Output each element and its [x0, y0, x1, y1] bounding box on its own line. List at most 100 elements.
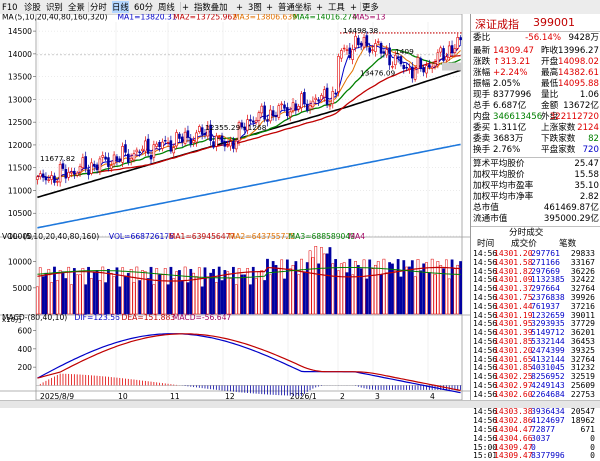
- tick-price: 14301.65: [494, 354, 533, 364]
- toolbar-plus-button[interactable]: +: [316, 2, 324, 12]
- candle-body: [308, 105, 312, 110]
- tick-count: 20547: [570, 407, 595, 417]
- tick-time: 14:56: [473, 345, 498, 355]
- toolbar-index-overlay-button[interactable]: 指数叠加: [194, 2, 228, 12]
- volume-bar: [305, 262, 309, 315]
- tick-time: 14:56: [473, 354, 498, 364]
- quote-label: 振幅: [473, 79, 491, 89]
- quote-value: 720: [582, 145, 599, 155]
- legend-item: VOL-: [2, 232, 20, 241]
- kline-chart-svg[interactable]: MA (5,10,20,40,80,160,320) MA1=13820.31MA2…: [0, 13, 470, 401]
- tick-row: 14:56 14302.25 8256952 32519: [471, 372, 595, 382]
- candle-body: [149, 155, 153, 160]
- price-axis-label: 10500: [8, 209, 32, 218]
- toolbar-normal-axis-button[interactable]: 普通坐标: [278, 2, 312, 12]
- volume-bar: [240, 274, 244, 315]
- quote-label: 涨幅: [473, 68, 491, 78]
- toolbar-3-charts-button[interactable]: 3图: [248, 2, 262, 12]
- candle-body: [220, 135, 224, 143]
- toolbar-panorama-button[interactable]: 全景: [68, 2, 85, 12]
- tick-volume: 297669: [531, 266, 560, 276]
- toolbar-divider: [88, 2, 89, 12]
- volume-bar: [288, 268, 292, 315]
- candle-body: [81, 157, 85, 168]
- dea-line: [37, 333, 461, 392]
- toolbar-weekly-button[interactable]: 周线: [158, 2, 175, 12]
- toolbar-diagnose-button[interactable]: 诊股: [24, 2, 41, 12]
- stat-value: 461469.87亿: [543, 203, 599, 213]
- toolbar-intraday-button[interactable]: 分时: [90, 2, 107, 12]
- tick-count: 36226: [570, 266, 595, 276]
- toolbar-tools-button[interactable]: 工具: [328, 2, 345, 12]
- candle-body: [129, 157, 133, 161]
- quote-value: 2124: [577, 123, 599, 133]
- candle-body: [430, 66, 434, 69]
- candle-body: [348, 47, 352, 58]
- tick-price: 14304.47: [494, 425, 533, 434]
- toolbar-identify-button[interactable]: 识别: [46, 2, 63, 12]
- volume-bar: [203, 267, 207, 315]
- price-axis-label: 12500: [8, 118, 32, 127]
- quote-label: 平盘家数: [541, 145, 576, 155]
- time-axis-label: 3: [375, 392, 380, 400]
- toolbar-plus-button[interactable]: +: [182, 2, 190, 12]
- candle-body: [198, 126, 201, 132]
- toolbar-more-button[interactable]: 更多: [362, 2, 379, 12]
- candle-body: [73, 170, 76, 175]
- candle-body: [47, 179, 51, 181]
- quote-label: 换手: [473, 145, 491, 155]
- volume-bar: [152, 284, 156, 315]
- tick-count: 18962: [570, 416, 595, 426]
- candle-body: [78, 166, 82, 173]
- tick-row: 14:56 14301.39 5149712 36201: [471, 328, 595, 338]
- candle-body: [263, 105, 266, 120]
- tick-row: 14:56 14301.82 297669 36226: [471, 266, 595, 277]
- volume-bar: [232, 266, 235, 315]
- volume-bar: [44, 272, 48, 315]
- kline-chart-area[interactable]: MA (5,10,20,40,80,160,320) MA1=13820.31 MA2…: [0, 13, 470, 401]
- toolbar-plus-button[interactable]: +: [236, 2, 244, 12]
- legend-item: MA: [2, 14, 15, 22]
- volume-bar: [189, 268, 193, 315]
- stat-row: 算术平均股价 25.47: [471, 159, 600, 169]
- volume-bar: [206, 276, 210, 315]
- toolbar-plus-button[interactable]: +: [350, 2, 358, 12]
- candle-body: [382, 51, 386, 54]
- tick-columns: 时间 成交价 笔数: [471, 239, 600, 249]
- candle-body: [115, 156, 119, 161]
- candle-body: [325, 87, 329, 105]
- candle-body: [413, 69, 417, 80]
- toolbar-plus-button[interactable]: +: [266, 2, 274, 12]
- candle-body: [368, 47, 371, 53]
- quote-label: 现手: [473, 90, 491, 100]
- candle-body: [340, 50, 343, 59]
- tick-tab[interactable]: 分时成交: [471, 228, 600, 238]
- toolbar-daily-button[interactable]: 日线: [112, 1, 129, 13]
- tick-price: 14301.20: [494, 345, 533, 355]
- candle-body: [84, 156, 87, 169]
- time-axis-label: 2025/8/9: [40, 392, 74, 400]
- candle-body: [391, 66, 394, 68]
- quote-value: 2.05%: [493, 79, 521, 89]
- tick-price: 14301.44: [494, 301, 533, 311]
- legend-item: MA4: [349, 232, 366, 241]
- toolbar-60min-button[interactable]: 60分: [134, 2, 154, 12]
- tick-price: 14301.75: [494, 293, 533, 302]
- volume-bar: [53, 266, 56, 315]
- stat-row: 流通市值 395000.29亿: [471, 214, 600, 224]
- mid-annotation: 13476.09: [360, 69, 396, 78]
- volume-bar: [348, 258, 352, 315]
- quote-label: 下跌家数: [541, 134, 576, 144]
- legend-item: MA5=13: [353, 14, 386, 22]
- tick-volume: 72877: [531, 425, 556, 434]
- volume-bar: [439, 265, 443, 315]
- tick-volume: 3293935: [531, 319, 565, 329]
- toolbar-f10-button[interactable]: F10: [2, 2, 18, 12]
- volume-bar: [408, 266, 411, 315]
- volume-bar: [402, 260, 406, 315]
- tick-time: 14:56: [473, 266, 498, 276]
- tick-row: 14:56 14304.47 72877 671: [471, 425, 595, 435]
- tick-price: 14301.85: [494, 337, 533, 346]
- tick-column-header: 笔数: [559, 239, 577, 249]
- tick-volume: 2264684: [531, 389, 565, 399]
